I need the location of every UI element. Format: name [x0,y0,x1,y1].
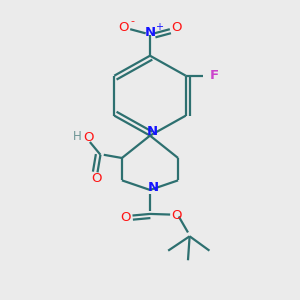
Text: O: O [91,172,102,185]
Text: H: H [73,130,82,143]
Text: N: N [147,125,158,138]
Text: O: O [120,211,130,224]
Text: O: O [171,21,182,34]
Text: O: O [84,131,94,144]
Text: -: - [130,16,134,26]
Text: N: N [144,26,156,39]
Text: +: + [155,22,163,32]
Text: N: N [148,181,159,194]
Text: F: F [209,69,218,82]
Text: O: O [171,209,182,222]
Text: O: O [118,21,129,34]
